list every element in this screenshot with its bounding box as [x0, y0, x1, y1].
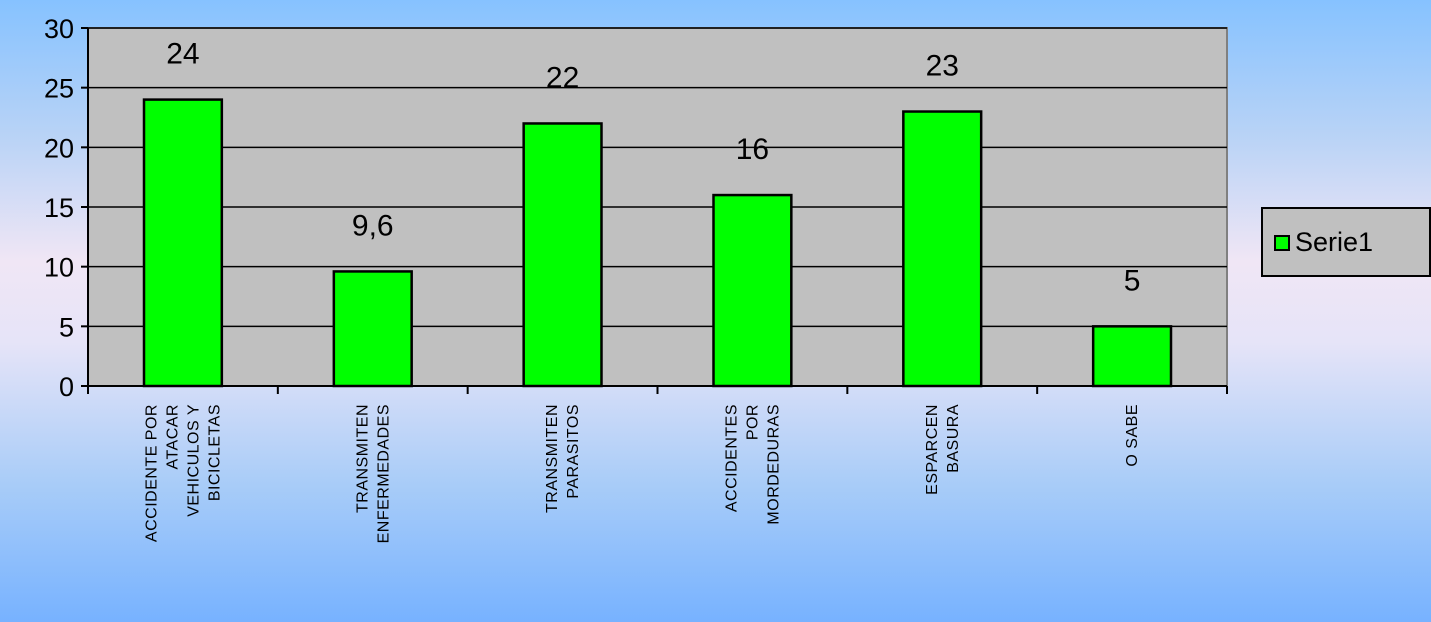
bar-1: [332, 270, 413, 388]
bar-3: [712, 193, 793, 388]
x-category-label-2: TRANSMITEN PARASITOS: [544, 404, 582, 513]
y-tick-label-10: 10: [44, 253, 74, 283]
bar-4: [902, 110, 983, 388]
data-label-1: 9,6: [352, 209, 394, 242]
x-category-label-line: VEHICULOS Y: [185, 404, 202, 517]
x-category-label-3: ACCIDENTES POR MORDEDURAS: [723, 404, 782, 525]
data-label-2: 22: [546, 61, 579, 94]
bars: [142, 98, 1173, 388]
data-label-3: 16: [736, 133, 769, 166]
x-category-label-line: POR: [744, 404, 761, 440]
x-category-label-line: ATACAR: [164, 404, 181, 470]
x-category-label-line: PARASITOS: [565, 404, 582, 499]
y-tick-label-25: 25: [44, 74, 74, 104]
data-label-4: 23: [926, 50, 959, 83]
data-labels: 24 9,6 22 16 23 5: [166, 38, 1140, 298]
y-tick-label-0: 0: [59, 372, 74, 402]
x-axis: ACCIDENTE POR ATACAR VEHICULOS Y BICICLETAS…: [87, 385, 1228, 543]
x-category-label-line: ACCIDENTES: [723, 404, 740, 512]
data-label-0: 24: [166, 38, 199, 71]
data-label-5: 5: [1124, 264, 1141, 297]
y-tick-label-15: 15: [44, 193, 74, 223]
y-tick-label-20: 20: [44, 133, 74, 163]
y-axis: 0 5 10 15 20 25 30: [44, 14, 89, 402]
x-category-label-line: ENFERMEDADES: [375, 404, 392, 543]
x-category-label-4: ESPARCEN BASURA: [924, 404, 962, 495]
x-category-label-line: BICICLETAS: [206, 404, 223, 501]
bar-5: [1091, 325, 1173, 388]
x-category-label-0: ACCIDENTE POR ATACAR VEHICULOS Y BICICLETAS: [143, 404, 223, 542]
y-tick-label-30: 30: [44, 14, 74, 44]
x-category-label-line: BASURA: [945, 404, 962, 473]
y-tick-label-5: 5: [59, 312, 74, 342]
x-category-label-line: TRANSMITEN: [354, 404, 371, 513]
bar-0: [142, 98, 224, 388]
x-category-label-5: O SABE: [1124, 404, 1141, 467]
bar-2: [522, 122, 603, 388]
legend: Serie1: [1261, 207, 1431, 277]
x-category-label-line: ESPARCEN: [924, 404, 941, 495]
x-category-label-1: TRANSMITEN ENFERMEDADES: [354, 404, 392, 543]
legend-entry-serie1: Serie1: [1295, 227, 1373, 257]
legend-swatch: [1274, 235, 1290, 251]
gridlines: [88, 27, 1227, 328]
x-category-label-line: MORDEDURAS: [765, 404, 782, 525]
x-category-label-line: ACCIDENTE POR: [143, 404, 160, 542]
x-category-label-line: TRANSMITEN: [544, 404, 561, 513]
x-category-label-line: O SABE: [1124, 404, 1141, 467]
